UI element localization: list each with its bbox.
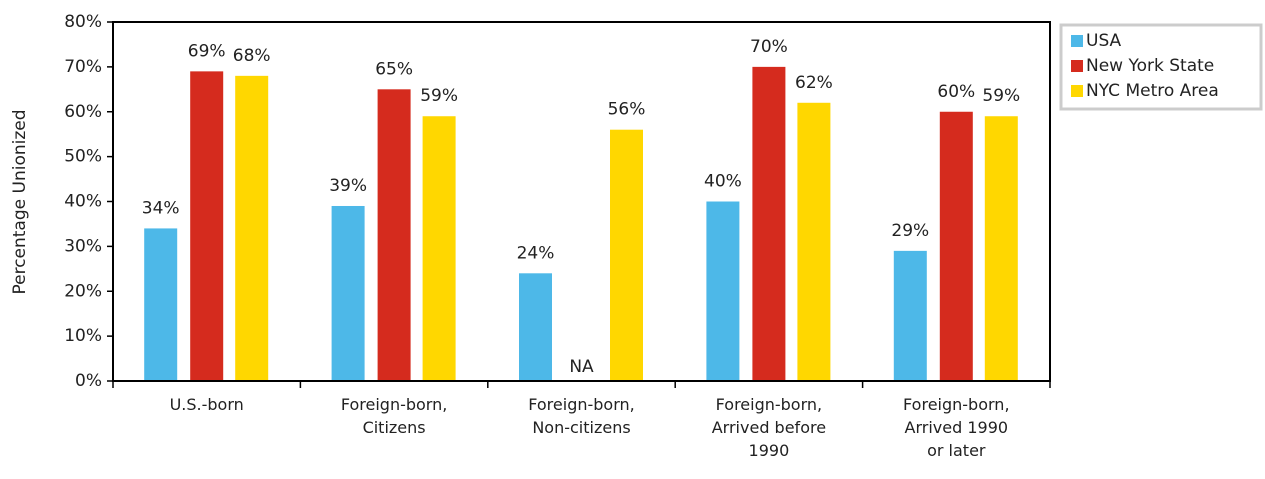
value-label: 60% (937, 82, 975, 102)
x-tick-label: Foreign-born, Arrived 1990 or later (903, 395, 1010, 460)
legend-swatch (1071, 60, 1083, 72)
legend-label: New York State (1086, 56, 1214, 76)
bar (144, 228, 178, 381)
value-label: 59% (982, 86, 1020, 106)
x-tick-label: Foreign-born, Arrived before 1990 (711, 395, 827, 460)
bar (190, 71, 224, 382)
y-tick-label: 20% (64, 281, 102, 301)
plot-border (112, 21, 1051, 382)
bar (610, 129, 643, 381)
value-label: 59% (420, 86, 458, 106)
value-label: 56% (608, 100, 646, 120)
y-tick-label: 40% (64, 192, 102, 212)
bar (331, 205, 365, 381)
y-tick-label: 50% (64, 147, 102, 167)
value-label: 70% (750, 37, 788, 57)
bar (422, 116, 456, 382)
bar (377, 89, 411, 381)
value-label: 34% (142, 198, 180, 218)
value-label: 65% (375, 59, 413, 79)
bar (706, 201, 740, 381)
bar (984, 116, 1018, 382)
value-label: 24% (517, 243, 555, 263)
value-label: 62% (795, 73, 833, 93)
y-tick-label: 70% (64, 57, 102, 77)
bar (797, 102, 831, 382)
bar (752, 66, 786, 381)
y-tick-label: 30% (64, 236, 102, 256)
legend-label: NYC Metro Area (1086, 81, 1219, 101)
legend-label: USA (1086, 31, 1122, 51)
legend-swatch (1071, 85, 1083, 97)
bar (939, 111, 973, 381)
y-tick-label: 60% (64, 102, 102, 122)
y-tick-label: 0% (75, 371, 102, 391)
x-tick-label: Foreign-born, Non-citizens (528, 395, 635, 437)
value-label: 69% (188, 41, 226, 61)
x-tick-label: U.S.-born (169, 395, 244, 414)
value-label: 40% (704, 172, 742, 192)
legend-box (1059, 23, 1263, 111)
value-label: 39% (329, 176, 367, 196)
y-axis-title: Percentage Unionized (10, 109, 30, 294)
bar (235, 75, 269, 381)
x-tick-label: Foreign-born, Citizens (340, 395, 448, 437)
y-tick-label: 80% (64, 12, 102, 32)
y-tick-label: 10% (64, 326, 102, 346)
bar (519, 273, 552, 381)
legend-swatch (1071, 35, 1083, 47)
value-label: 68% (233, 46, 271, 66)
value-label: NA (569, 357, 594, 377)
bar (893, 250, 927, 381)
value-label: 29% (891, 221, 929, 241)
